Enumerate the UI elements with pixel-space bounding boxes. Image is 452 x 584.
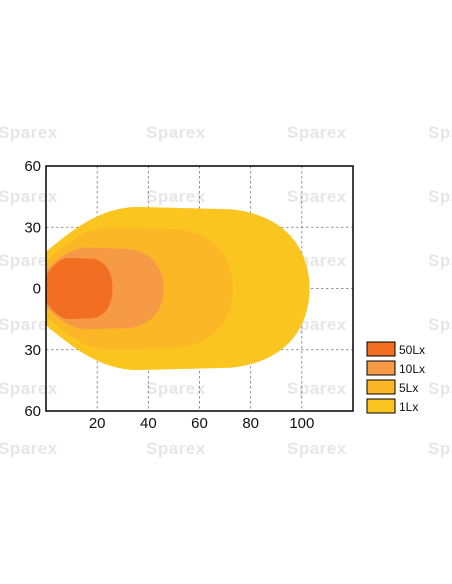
watermark-text: Sparex	[0, 251, 58, 270]
legend: 50Lx 10Lx 5Lx 1Lx	[366, 341, 425, 414]
watermark-text: Sparex	[146, 123, 206, 142]
y-tick-labels: 60 30 0 30 60	[24, 158, 41, 420]
watermark-text: Sparex	[287, 187, 347, 206]
watermark-text: Sparex	[146, 187, 206, 206]
watermark-text: Sparex	[428, 439, 452, 458]
x-tick-label: 80	[242, 415, 259, 432]
watermark-text: Sparex	[146, 439, 206, 458]
watermark-text: Sparex	[146, 379, 206, 398]
watermark-text: Sparex	[428, 315, 452, 334]
legend-label-10lx: 10Lx	[399, 362, 425, 376]
watermark-text: Sparex	[0, 379, 58, 398]
x-tick-labels: 20 40 60 80 100	[89, 415, 315, 432]
legend-label-1lx: 1Lx	[399, 400, 418, 414]
legend-label-50lx: 50Lx	[399, 343, 425, 357]
y-tick-label: 0	[33, 281, 41, 298]
watermark-text: Sparex	[287, 439, 347, 458]
y-tick-label: 60	[24, 403, 41, 420]
legend-swatch-1lx	[366, 398, 396, 414]
y-tick-label: 30	[24, 219, 41, 236]
watermark-text: Sparex	[428, 379, 452, 398]
watermark-text: Sparex	[428, 251, 452, 270]
watermark-text: Sparex	[287, 379, 347, 398]
legend-label-5lx: 5Lx	[399, 381, 418, 395]
watermark-text: Sparex	[428, 123, 452, 142]
plot-frame	[45, 165, 354, 412]
x-tick-label: 100	[289, 415, 314, 432]
watermark-text: Sparex	[0, 315, 58, 334]
x-tick-label: 60	[191, 415, 208, 432]
watermark-text: Sparex	[0, 187, 58, 206]
legend-swatch-50lx	[366, 341, 396, 357]
y-tick-label: 30	[24, 342, 41, 359]
watermark-text: Sparex	[287, 123, 347, 142]
contour-50lx	[46, 257, 113, 320]
watermark-text: Sparex	[0, 439, 58, 458]
legend-swatch-5lx	[366, 379, 396, 395]
x-tick-label: 20	[89, 415, 106, 432]
legend-swatch-10lx	[366, 360, 396, 376]
y-tick-label: 60	[24, 158, 41, 175]
x-tick-label: 40	[140, 415, 157, 432]
isolux-contours	[46, 206, 310, 371]
watermark-text: Sparex	[0, 123, 58, 142]
watermark-text: Sparex	[428, 187, 452, 206]
